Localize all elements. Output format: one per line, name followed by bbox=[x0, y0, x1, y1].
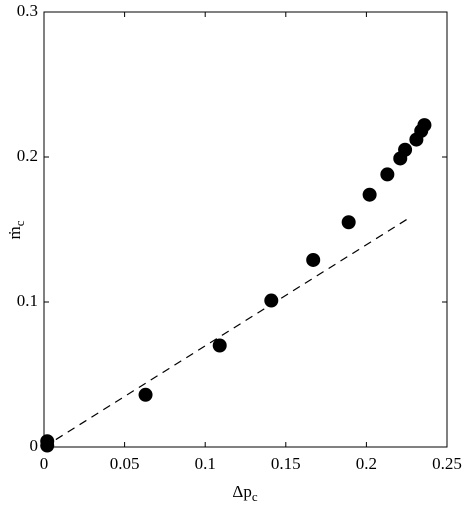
data-point bbox=[138, 387, 153, 402]
data-point bbox=[398, 142, 413, 157]
x-label-main: Δp bbox=[232, 482, 251, 501]
y-tick-label: 0.3 bbox=[17, 1, 38, 20]
x-tick-label: 0.2 bbox=[356, 454, 377, 473]
x-label-sub: c bbox=[252, 489, 258, 504]
x-tick-label: 0.1 bbox=[195, 454, 216, 473]
x-tick-label: 0.25 bbox=[432, 454, 462, 473]
dashed-line bbox=[43, 215, 412, 448]
data-point bbox=[417, 118, 432, 133]
y-tick-label: 0 bbox=[30, 436, 39, 455]
y-axis-label: ṁc bbox=[5, 220, 27, 239]
x-axis-label: Δpc bbox=[232, 482, 257, 504]
x-tick-label: 0 bbox=[40, 454, 49, 473]
y-label-main: ṁ bbox=[5, 226, 24, 239]
data-point bbox=[362, 187, 377, 202]
data-point bbox=[341, 215, 356, 230]
data-point bbox=[212, 338, 227, 353]
data-point bbox=[306, 252, 321, 267]
data-point bbox=[380, 167, 395, 182]
y-tick-label: 0.2 bbox=[17, 146, 38, 165]
data-point bbox=[264, 293, 279, 308]
x-tick-label: 0.05 bbox=[110, 454, 140, 473]
plot-frame bbox=[43, 11, 448, 448]
y-tick-label: 0.1 bbox=[17, 291, 38, 310]
y-label-sub: c bbox=[12, 220, 27, 226]
x-tick-label: 0.15 bbox=[271, 454, 301, 473]
